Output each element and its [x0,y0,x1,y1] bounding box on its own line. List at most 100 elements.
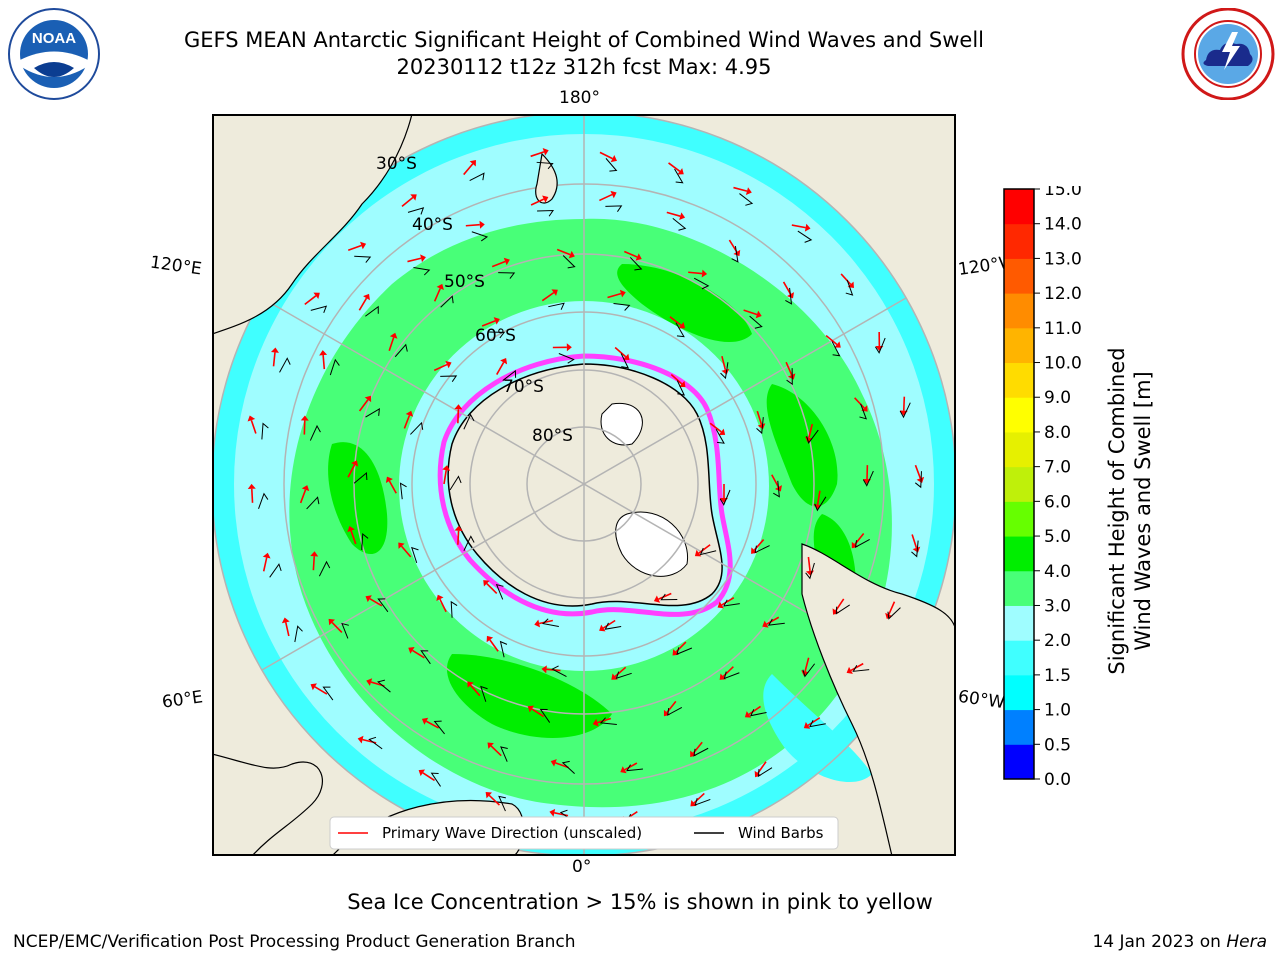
wave-direction-arrow [262,557,268,572]
wind-barb [548,302,565,310]
wind-barb [258,492,269,509]
colorbar-tick-label: 0.5 [1044,735,1071,755]
wave-arrow-head [755,310,762,319]
wave-direction-arrow [401,196,414,207]
wind-barb [599,717,617,725]
colorbar-title: Significant Height of Combined Wind Wave… [1105,347,1155,675]
wave-direction-arrow [433,288,441,302]
colorbar-segment [1004,327,1034,364]
wave-arrow-head [542,148,549,156]
wave-direction-arrow [407,257,422,263]
wind-barb [675,322,685,338]
wind-barb [626,764,643,772]
wind-barb [539,708,551,723]
wind-barb [279,357,291,373]
wind-barb [471,231,489,242]
wave-direction-arrow [347,464,356,478]
wind-barb [377,679,391,693]
wind-barb [430,772,441,787]
colorbar-tick-label: 0.0 [1044,770,1071,786]
wave-arrow-head [718,428,726,435]
wind-barb [551,665,567,677]
wave-arrow-head [351,460,359,467]
wind-barb [785,287,793,305]
wave-direction-arrow [541,291,555,302]
wave-arrow-head [635,253,642,261]
wind-barb [361,532,369,550]
wave-direction-arrow [539,619,554,625]
wind-barb [499,640,508,658]
wave-arrow-head [281,617,290,624]
wave-arrow-head [385,476,393,483]
sea-ice-caption: Sea Ice Concentration > 15% is shown in … [347,890,933,914]
wind-barb [723,671,740,680]
wave-direction-arrow [250,419,257,434]
lon-label-60e: 60°E [160,687,205,713]
wind-barb [463,413,475,430]
wave-direction-arrow [481,320,496,327]
wind-barb [887,607,901,620]
wind-barb [731,245,739,263]
wave-arrow-head [467,681,474,688]
wind-barb [310,305,328,313]
wave-direction-arrow [693,792,705,804]
colorbar-segment [1004,189,1034,225]
wind-barb [309,424,321,441]
wind-barb [394,343,408,358]
wave-arrow-head [445,360,452,369]
wave-arrow-head [405,410,414,417]
wave-arrow-head [677,168,684,175]
wind-barb [699,547,717,556]
wind-barb [354,255,372,263]
wind-barb [806,429,819,444]
footer-date: 14 Jan 2023 on Hera [1092,932,1267,952]
wind-barb [500,746,508,762]
wind-barb [739,193,754,206]
wave-direction-arrow [854,397,865,409]
wave-direction-arrow [614,666,627,678]
wave-arrow-head [549,808,556,817]
wave-arrow-head [534,619,541,628]
wave-arrow-head [701,269,708,278]
colorbar-tick-label: 12.0 [1044,284,1082,304]
wind-barb [831,341,841,357]
legend-wind-barbs: Wind Barbs [738,824,824,842]
wave-direction-arrow [911,534,918,549]
wind-barb [667,706,683,716]
wave-arrow-head [678,322,686,329]
wave-direction-arrow [623,250,638,258]
wave-arrow-head [454,404,463,410]
wave-direction-arrow [470,684,481,697]
wind-barb [802,663,816,678]
wave-direction-arrow [624,762,638,771]
wind-barb [756,417,764,435]
wave-arrow-head [262,552,271,559]
colorbar-tick-label: 5.0 [1044,527,1071,547]
wave-direction-arrow [808,423,814,438]
wind-barb [605,158,618,172]
wave-arrow-head [503,257,510,266]
colorbar-segment [1004,397,1034,433]
sea-ice-edge [437,353,733,617]
wave-arrow-head [486,635,494,643]
wind-barb [562,255,576,269]
lon-label-180: 180° [559,88,600,108]
wave-direction-arrow [748,705,761,716]
wave-direction-arrow [369,598,383,607]
wave-direction-arrow [530,198,545,206]
new-zealand-land [535,152,558,204]
lat-label-50: 50°S [444,272,485,292]
wind-barb [498,795,506,812]
wave-arrow-head [418,769,426,777]
wind-barb [814,496,827,512]
wave-arrow-head [328,618,335,626]
wave-arrow-head [421,717,429,725]
wind-barb [613,302,631,311]
wave-direction-arrow [721,356,727,371]
wave-arrow-head [551,289,558,296]
wave-arrow-head [347,526,355,533]
wave-arrow-head [485,792,493,799]
wave-arrow-head [619,289,626,298]
wind-barb [629,257,643,271]
wave-direction-arrow [347,244,362,251]
